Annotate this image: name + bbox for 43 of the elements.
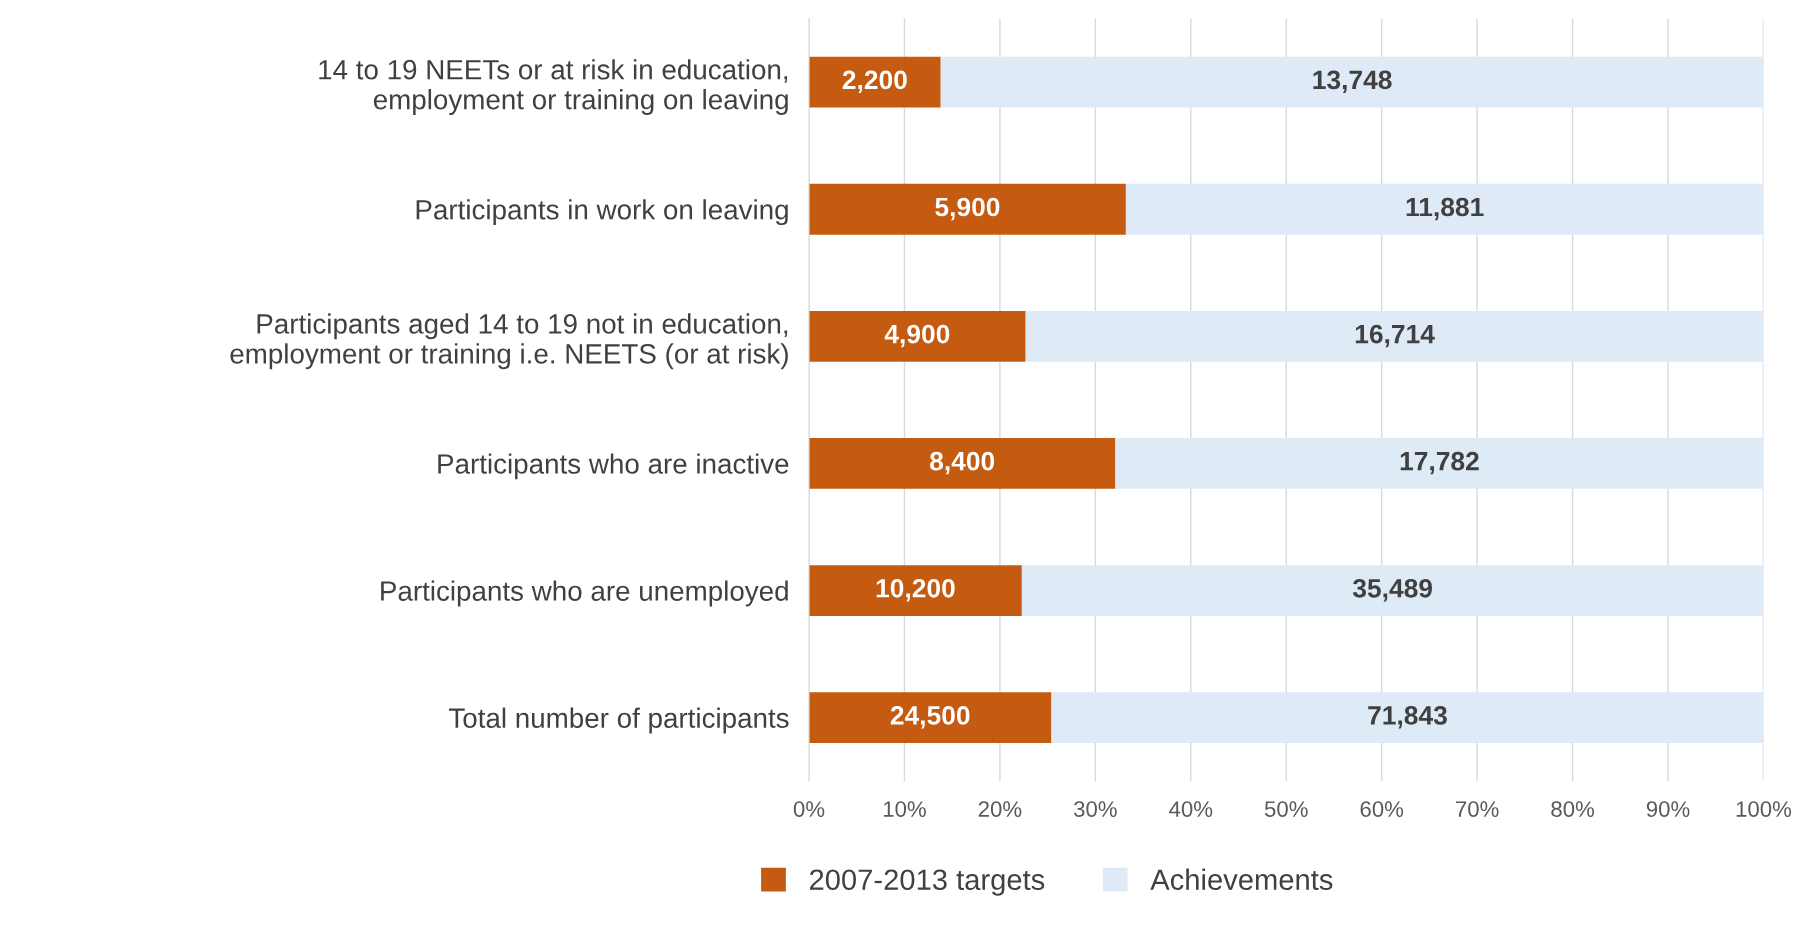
annotation: 8,400 [930, 451, 995, 475]
legend-label: Achievements [1150, 868, 1333, 891]
legend-label: 2007-2013 targets [809, 869, 1045, 896]
x-tick-label: 60% [1360, 801, 1404, 817]
bar [809, 310, 1026, 362]
bar [809, 692, 1052, 744]
annotation: 24,500 [890, 706, 970, 729]
annotation: 13,748 [1313, 70, 1392, 94]
bar [809, 438, 1116, 489]
bar [1025, 310, 1764, 362]
y-tick-label: Total number of participants [449, 707, 789, 734]
x-tick-label: 100% [1736, 801, 1792, 817]
annotation: 17,782 [1400, 451, 1479, 475]
x-tick-label: 70% [1456, 801, 1499, 817]
bar [809, 183, 1126, 235]
bar [1051, 692, 1764, 744]
bar [1115, 438, 1764, 489]
y-tick-label: Participants aged 14 to 19 not in education, employment or training i.e. NEETS (or at risk) [230, 313, 788, 370]
annotation: 4,900 [884, 324, 950, 348]
annotation: 2,200 [842, 70, 907, 94]
y-tick-label: Participants who are inactive [438, 453, 789, 480]
annotation: 11,881 [1406, 197, 1484, 221]
bar [1125, 183, 1764, 235]
annotation: 10,200 [876, 578, 955, 602]
x-tick-label: 90% [1646, 801, 1690, 817]
x-tick-label: 0% [793, 801, 825, 817]
x-tick-label: 40% [1169, 801, 1213, 817]
x-tick-label: 20% [978, 801, 1022, 817]
bar [940, 56, 1764, 108]
y-tick-label: 14 to 19 NEETs or at risk in education, employment or training on leaving [319, 59, 788, 115]
x-tick-label: 80% [1551, 801, 1595, 817]
annotation: 35,489 [1352, 578, 1433, 602]
x-tick-label: 10% [883, 801, 926, 817]
x-tick-label: 50% [1264, 801, 1308, 817]
y-tick-label: Participants in work on leaving [416, 199, 788, 226]
bar [1021, 565, 1764, 616]
annotation: 5,900 [935, 197, 1000, 221]
y-tick-label: Participants who are unemployed [381, 580, 788, 607]
bar [809, 565, 1022, 616]
annotation: 71,843 [1368, 706, 1447, 729]
bar [809, 56, 941, 108]
annotation: 16,714 [1355, 324, 1435, 348]
x-tick-label: 30% [1073, 801, 1117, 817]
